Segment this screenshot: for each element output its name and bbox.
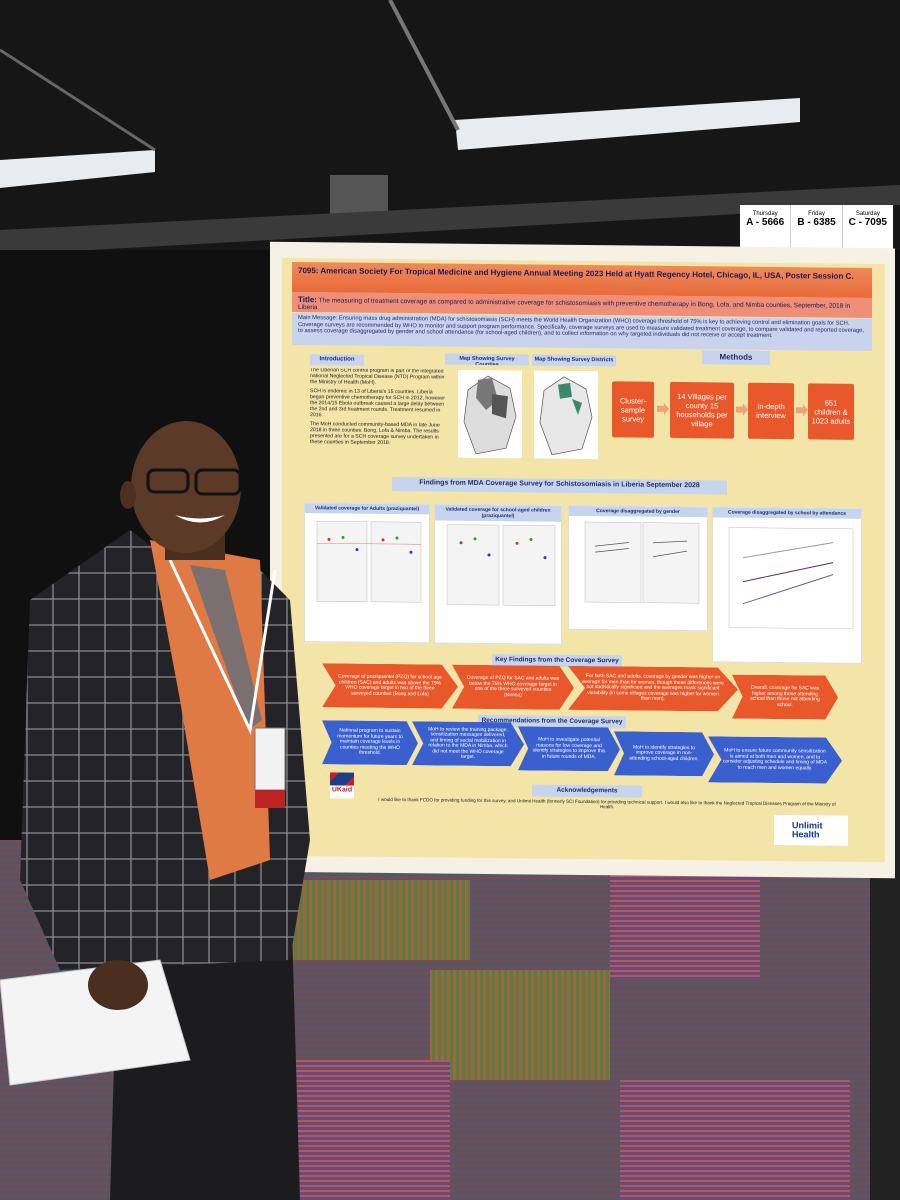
point <box>381 538 385 542</box>
chart-plot <box>446 524 556 606</box>
map-district <box>558 382 572 399</box>
tie <box>190 565 262 730</box>
carpet-tile <box>280 880 470 960</box>
carpet-tile <box>430 970 610 1080</box>
point <box>395 536 399 540</box>
code: B - 6385 <box>797 217 836 228</box>
shirt <box>150 540 270 880</box>
plot-area <box>502 524 556 606</box>
partition-frame <box>0 185 900 255</box>
schedule-slot: Thursday A - 5666 <box>740 205 792 263</box>
plot-area <box>446 524 500 606</box>
map-country <box>539 376 593 456</box>
map-county <box>492 394 508 419</box>
plot-area <box>584 521 642 603</box>
day: Friday <box>808 211 825 217</box>
trend <box>594 542 630 547</box>
day: Thursday <box>752 211 778 217</box>
schedule-slot: Friday B - 6385 <box>791 205 843 263</box>
chart-plot <box>584 521 700 604</box>
chart-plot <box>316 520 422 603</box>
point <box>409 550 413 554</box>
ceiling-beam <box>0 48 156 152</box>
trend <box>652 550 688 558</box>
point <box>327 537 331 541</box>
point <box>341 535 345 539</box>
point <box>529 537 533 541</box>
chart-panel: Validated coverage for Adults (praziquan… <box>304 502 430 644</box>
plot-area <box>728 527 854 630</box>
plot-area <box>316 520 368 602</box>
arrow <box>657 402 669 415</box>
map-district <box>572 398 582 415</box>
plot-area <box>370 521 422 603</box>
glasses <box>194 468 242 496</box>
chart-panel: Validated coverage for school-aged child… <box>434 503 562 645</box>
point <box>459 541 463 545</box>
code: A - 5666 <box>746 217 785 228</box>
badge <box>254 727 286 791</box>
arrow <box>796 404 808 417</box>
trend <box>594 548 630 553</box>
threshold-line <box>317 543 421 545</box>
smile <box>175 515 225 523</box>
trend <box>652 540 688 544</box>
trend <box>742 574 834 605</box>
carpet-tile <box>610 860 760 980</box>
poster-body: 7095: American Society For Tropical Medi… <box>282 257 885 863</box>
method-arrows <box>657 402 808 417</box>
point <box>487 553 491 557</box>
ceiling-beam <box>388 0 460 131</box>
glasses <box>146 468 190 494</box>
schedule-slot: Saturday C - 7095 <box>843 205 893 263</box>
chart-plot <box>728 527 854 630</box>
ear <box>120 481 136 509</box>
ceiling-light <box>455 98 800 150</box>
point <box>355 548 359 552</box>
poster: 7095: American Society For Tropical Medi… <box>270 241 895 879</box>
code: C - 7095 <box>848 217 887 228</box>
trend <box>742 562 834 583</box>
point <box>515 541 519 545</box>
ceiling-light <box>0 150 155 188</box>
trend <box>742 542 834 559</box>
lanyard <box>168 559 277 736</box>
chart-panel: Coverage disaggregated by school by atte… <box>712 506 862 664</box>
carpet-tile <box>620 1080 850 1200</box>
badge-ribbon <box>255 790 285 808</box>
hand <box>88 960 148 1010</box>
point <box>473 537 477 541</box>
district-map <box>534 370 598 460</box>
arrow <box>736 403 748 416</box>
county-map <box>458 369 522 459</box>
point <box>543 556 547 560</box>
day: Saturday <box>855 211 880 217</box>
chart-panel: Coverage disaggregated by gender <box>568 504 708 632</box>
